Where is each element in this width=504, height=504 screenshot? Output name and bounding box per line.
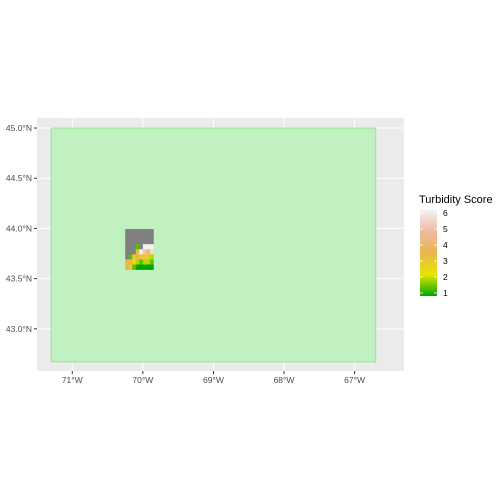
study-area-extent (50, 127, 377, 363)
x-tick-label: 71°W (62, 375, 83, 385)
raster-cell (128, 249, 133, 255)
raster-cell (149, 244, 154, 250)
raster-cell (135, 259, 140, 265)
colorbar (420, 210, 437, 296)
raster-cell (142, 239, 147, 245)
raster-cell (135, 239, 140, 245)
raster-cell (149, 264, 154, 270)
x-axis: 71°W 70°W 69°W 68°W 67°W (62, 371, 365, 385)
raster-cell (128, 244, 133, 250)
raster-cell (139, 264, 144, 270)
raster-cell (142, 234, 147, 240)
colorbar-ticks: 1 2 3 4 5 6 (420, 208, 448, 298)
x-tick-label: 68°W (274, 375, 295, 385)
legend-title: Turbidity Score (419, 194, 493, 206)
raster-cell (146, 244, 151, 250)
raster-cell (139, 228, 144, 235)
y-axis: 45.0°N 44.5°N 44.0°N 43.5°N 43.0°N (6, 123, 37, 334)
raster-cell (142, 249, 147, 255)
raster-cell (132, 244, 137, 250)
y-tick-label: 43.0°N (6, 324, 32, 334)
turbidity-raster (125, 228, 154, 270)
raster-cell (132, 259, 137, 265)
raster-cell (142, 254, 147, 260)
raster-cell (139, 254, 144, 260)
raster-cell (146, 239, 151, 245)
raster-cell (125, 244, 130, 250)
raster-cell (128, 254, 133, 260)
raster-cell (149, 239, 154, 245)
raster-cell (149, 228, 154, 235)
raster-cell (146, 234, 151, 240)
raster-cell (139, 239, 144, 245)
raster-cell (125, 239, 130, 245)
raster-cell (135, 254, 140, 260)
raster-cell (142, 264, 147, 270)
raster-cell (139, 249, 144, 255)
colorbar-tick-label: 1 (443, 288, 448, 298)
y-tick-label: 44.0°N (6, 223, 32, 233)
raster-cell (128, 264, 133, 270)
y-tick-label: 43.5°N (6, 274, 32, 284)
raster-cell (128, 239, 133, 245)
raster-cell (146, 249, 151, 255)
raster-cell (149, 259, 154, 265)
raster-cell (132, 239, 137, 245)
colorbar-tick-label: 6 (443, 208, 448, 218)
raster-cell (125, 249, 130, 255)
raster-cell (135, 264, 140, 270)
raster-cell (125, 264, 130, 270)
raster-cell (128, 259, 133, 265)
raster-cell (146, 264, 151, 270)
raster-cell (135, 234, 140, 240)
raster-cell (125, 228, 130, 235)
raster-cell (139, 259, 144, 265)
raster-cell (128, 234, 133, 240)
raster-cell (135, 249, 140, 255)
raster-cell (149, 254, 154, 260)
colorbar-tick-label: 2 (443, 272, 448, 282)
raster-cell (132, 234, 137, 240)
raster-cell (132, 249, 137, 255)
raster-cell (146, 228, 151, 235)
raster-cell (149, 234, 154, 240)
y-tick-label: 44.5°N (6, 173, 32, 183)
raster-cell (139, 234, 144, 240)
raster-cell (132, 254, 137, 260)
raster-cell (128, 228, 133, 235)
colorbar-tick-label: 3 (443, 256, 448, 266)
raster-cell (142, 228, 147, 235)
raster-cell (132, 228, 137, 235)
colorbar-tick-label: 4 (443, 240, 448, 250)
raster-cell (132, 264, 137, 270)
raster-cell (135, 228, 140, 235)
raster-cell (149, 249, 154, 255)
raster-cell (125, 259, 130, 265)
raster-cell (142, 259, 147, 265)
raster-cell (142, 244, 147, 250)
x-tick-label: 69°W (203, 375, 224, 385)
colorbar-legend: Turbidity Score 1 2 3 4 5 6 (419, 194, 493, 298)
colorbar-tick-label: 5 (443, 224, 448, 234)
y-tick-label: 45.0°N (6, 123, 32, 133)
raster-cell (125, 234, 130, 240)
raster-cell (146, 254, 151, 260)
raster-cell (125, 254, 130, 260)
raster-cell (146, 259, 151, 265)
x-tick-label: 67°W (344, 375, 365, 385)
x-tick-label: 70°W (132, 375, 153, 385)
raster-cell (135, 244, 140, 250)
raster-cell (139, 244, 144, 250)
